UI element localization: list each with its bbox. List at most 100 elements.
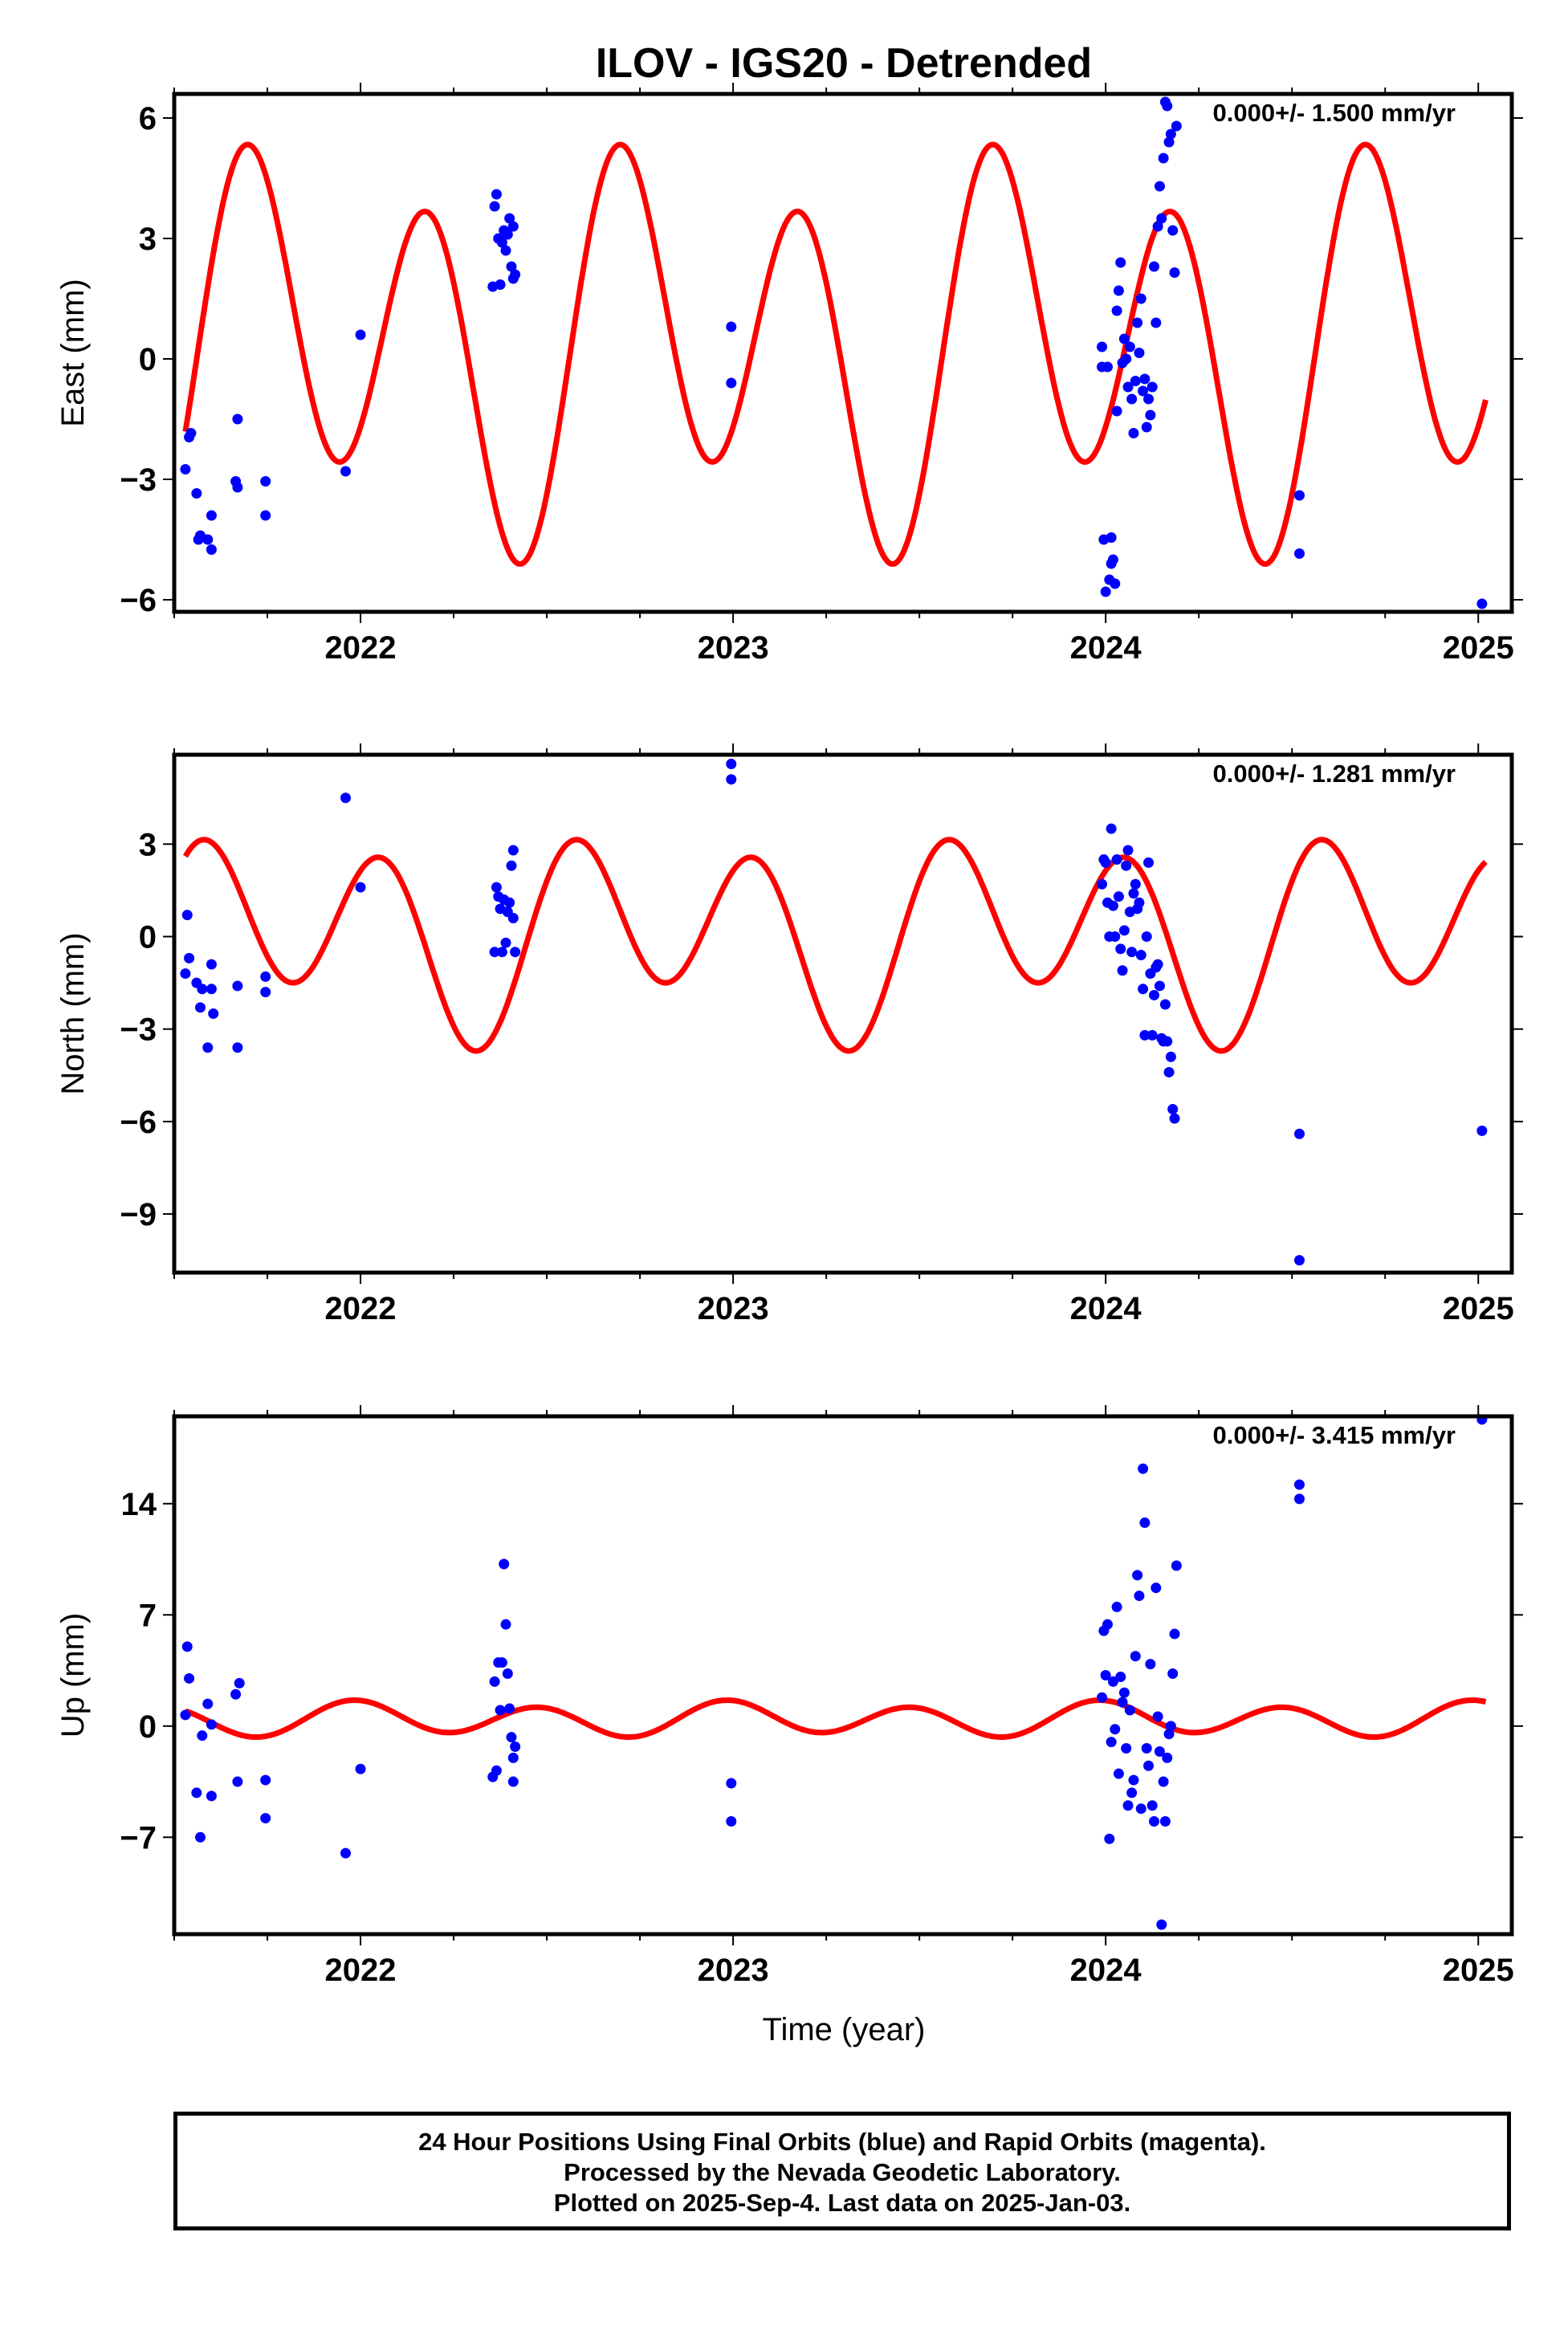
data-point [1113,1768,1124,1779]
data-point [1132,317,1143,328]
x-tick-label: 2024 [1070,630,1142,666]
data-point [1117,1697,1128,1708]
data-point [1476,598,1488,609]
data-point [1167,225,1179,236]
data-point [230,1688,242,1700]
data-point [260,1813,271,1824]
y-tick-label: −6 [120,1105,157,1140]
data-point [260,476,271,487]
y-tick-label: 0 [139,1709,157,1745]
data-point [507,1752,519,1763]
data-point [1097,878,1108,890]
data-point [206,984,217,995]
data-point [1165,1051,1176,1062]
y-tick-label: 3 [139,222,157,257]
data-point [202,534,214,545]
data-point [506,261,517,272]
data-point [495,279,506,290]
data-point [1156,1919,1167,1930]
data-point [206,1719,217,1730]
data-point [1124,1705,1135,1716]
data-point [1104,1833,1115,1844]
data-point [1167,1668,1179,1680]
data-point [502,229,513,240]
data-point [1106,1737,1117,1748]
data-point [1476,1416,1488,1425]
y-axis-label: East (mm) [55,279,91,426]
data-point [1100,586,1111,597]
data-point [1134,1591,1145,1602]
data-point [1121,860,1132,871]
data-point [1113,285,1124,296]
y-tick-label: −7 [120,1820,157,1855]
data-point [1165,1721,1176,1732]
data-point [1152,959,1163,970]
data-point [1107,554,1118,565]
data-point [491,1765,502,1776]
data-point [232,980,243,992]
data-point [491,882,502,893]
y-tick-label: −3 [120,462,157,498]
data-point [1293,1479,1305,1490]
data-point [1152,1711,1163,1722]
data-point [1138,385,1149,397]
data-point [1151,317,1162,328]
data-point [1130,1651,1141,1662]
data-point [191,1787,202,1798]
data-point [1134,348,1145,358]
data-point [726,1778,737,1789]
data-point [502,1668,513,1680]
data-point [1128,428,1139,438]
data-point [1145,409,1156,421]
data-point [206,544,217,555]
data-point [1146,1800,1158,1811]
data-point [726,377,737,389]
data-point [202,1042,214,1053]
data-point [1122,1800,1134,1811]
data-point [232,1042,243,1053]
data-point [1115,257,1126,268]
data-point [496,237,507,248]
data-point [1107,1676,1118,1687]
data-point [489,1676,500,1687]
data-point [194,1831,206,1843]
data-point [1148,989,1159,1000]
data-point [1165,128,1176,140]
data-point [1148,261,1159,272]
data-point [234,1677,245,1688]
data-point [184,1672,195,1684]
data-point [1135,293,1146,304]
data-point [194,1002,206,1013]
x-axis-label: Time (year) [763,2012,926,2047]
panel-frame [172,92,1514,614]
panel-east: 2022 2023 2024 2025 −6 −3 0 3 6 East (mm) 0.000+/-… [55,83,1523,666]
y-tick-label: −9 [120,1197,157,1232]
data-point [499,1558,510,1570]
panel-frame [172,752,1514,1275]
x-tick-label: 2025 [1443,1291,1514,1326]
data-point [355,1763,366,1774]
data-point [1171,120,1182,132]
data-point [1111,854,1122,866]
data-point [1139,1029,1151,1041]
data-point [181,910,193,921]
model-curve [182,837,1488,1054]
data-point [355,329,366,340]
data-point [1163,1729,1175,1740]
data-point [1122,381,1134,393]
data-point [1135,950,1146,961]
x-tick-label: 2022 [325,630,397,666]
data-point [1128,888,1139,899]
data-point [1100,857,1111,868]
data-point [1118,1687,1130,1698]
data-point [340,466,351,477]
data-point [1106,823,1117,834]
data-point [1110,578,1121,589]
data-point [1139,373,1151,385]
data-point [260,1774,271,1786]
data-point [1118,333,1130,344]
data-point [1156,213,1167,224]
data-point [1151,1583,1162,1594]
data-point [1162,1752,1173,1763]
